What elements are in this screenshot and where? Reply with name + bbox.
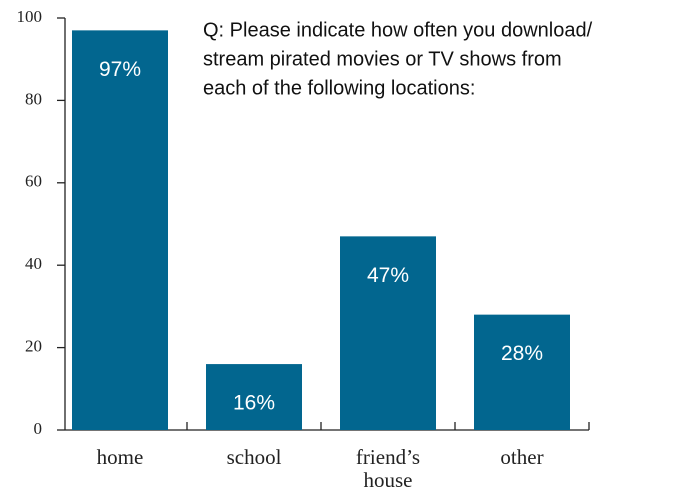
y-tick-label: 80: [25, 89, 42, 108]
value-label: 47%: [367, 264, 409, 287]
x-tick-label: friend’s house: [356, 445, 420, 492]
bar: [72, 30, 168, 431]
x-tick-label: home: [97, 445, 144, 469]
y-tick-label: 20: [25, 337, 42, 356]
y-tick-label: 60: [25, 172, 42, 191]
annotation: stream pirated movies or TV shows from: [203, 48, 562, 70]
annotation: Q: Please indicate how often you downloa…: [203, 19, 593, 41]
annotation: each of the following locations:: [203, 77, 475, 99]
value-label: 16%: [233, 392, 275, 415]
value-label: 97%: [99, 58, 141, 81]
bar: [206, 364, 302, 430]
bar: [340, 236, 436, 430]
y-tick-label: 0: [34, 419, 43, 438]
x-tick-label: school: [227, 445, 282, 469]
x-tick-label: other: [500, 445, 543, 469]
y-tick-label: 40: [25, 254, 42, 273]
y-tick-label: 100: [17, 7, 43, 26]
value-label: 28%: [501, 342, 543, 365]
bar: [474, 314, 570, 430]
